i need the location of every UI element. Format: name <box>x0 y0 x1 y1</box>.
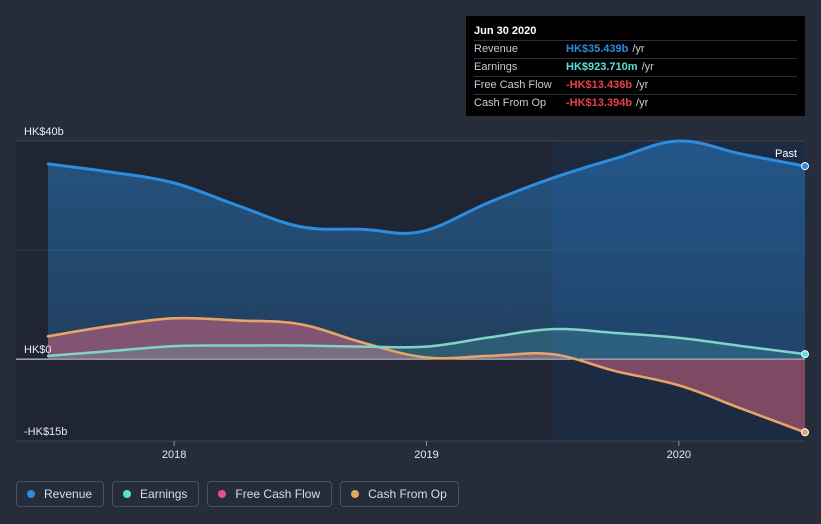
tooltip-value: HK$35.439b <box>566 43 629 55</box>
series-lines <box>46 139 807 434</box>
tooltip-label: Cash From Op <box>474 97 547 109</box>
legend-label: Earnings <box>140 487 188 501</box>
x-axis: 2018 2019 2020 <box>16 440 805 461</box>
x-tick-label: 2018 <box>162 449 186 461</box>
line-earnings <box>46 327 807 358</box>
tooltip-label: Free Cash Flow <box>474 79 552 91</box>
line-cash-from-op <box>46 316 807 434</box>
y-tick-label: -HK$15b <box>24 426 67 438</box>
area-earnings <box>48 329 805 360</box>
y-tick-label: HK$0 <box>24 344 52 356</box>
tooltip-date: Jun 30 2020 <box>474 25 537 37</box>
legend-item-earnings[interactable]: Earnings <box>112 481 200 507</box>
tooltip-row-cash-from-op: Cash From Op -HK$13.394b /yr <box>474 94 797 112</box>
legend-label: Free Cash Flow <box>235 487 321 501</box>
tooltip-row-free-cash-flow: Free Cash Flow -HK$13.436b /yr <box>474 76 797 94</box>
earnings-dot-icon <box>123 490 132 498</box>
x-tick-label: 2020 <box>667 449 691 461</box>
y-axis: HK$40b HK$0 -HK$15b <box>24 126 67 438</box>
free-cash-flow-dot-icon <box>218 490 227 498</box>
chart-legend: Revenue Earnings Free Cash Flow Cash Fro… <box>16 481 459 507</box>
tooltip-row-earnings: Earnings HK$923.710m /yr <box>474 58 797 76</box>
tooltip-label: Earnings <box>474 61 518 73</box>
legend-item-free-cash-flow[interactable]: Free Cash Flow <box>207 481 333 507</box>
legend-label: Cash From Op <box>368 487 447 501</box>
legend-item-revenue[interactable]: Revenue <box>16 481 105 507</box>
tooltip-value: -HK$13.394b <box>566 97 633 109</box>
revenue-dot-icon <box>27 490 35 498</box>
legend-item-cash-from-op[interactable]: Cash From Op <box>340 481 459 507</box>
past-label: Past <box>775 148 797 160</box>
cash-from-op-dot-icon <box>351 490 360 498</box>
tooltip-unit: /yr <box>636 97 649 109</box>
endpoint-cash-from-op <box>801 428 809 437</box>
tooltip-value: HK$923.710m <box>566 61 638 73</box>
tooltip-label: Revenue <box>474 43 519 55</box>
legend-label: Revenue <box>44 487 93 501</box>
area-revenue <box>48 140 805 360</box>
series-endpoints <box>801 162 809 437</box>
endpoint-revenue <box>801 162 809 171</box>
tooltip-unit: /yr <box>632 43 645 55</box>
x-tick-label: 2019 <box>414 449 438 461</box>
tooltip-value: -HK$13.436b <box>566 79 633 91</box>
chart-area: 2018 2019 2020 HK$40b HK$0 -HK$15b Past <box>16 126 809 461</box>
tooltip-unit: /yr <box>641 61 654 73</box>
endpoint-earnings <box>801 350 809 359</box>
tooltip-row-revenue: Revenue HK$35.439b /yr <box>474 40 797 58</box>
y-tick-label: HK$40b <box>24 126 64 138</box>
line-revenue <box>46 139 807 235</box>
tooltip-unit: /yr <box>636 79 649 91</box>
tooltip-panel: Jun 30 2020 Revenue HK$35.439b /yr Earni… <box>466 16 805 116</box>
